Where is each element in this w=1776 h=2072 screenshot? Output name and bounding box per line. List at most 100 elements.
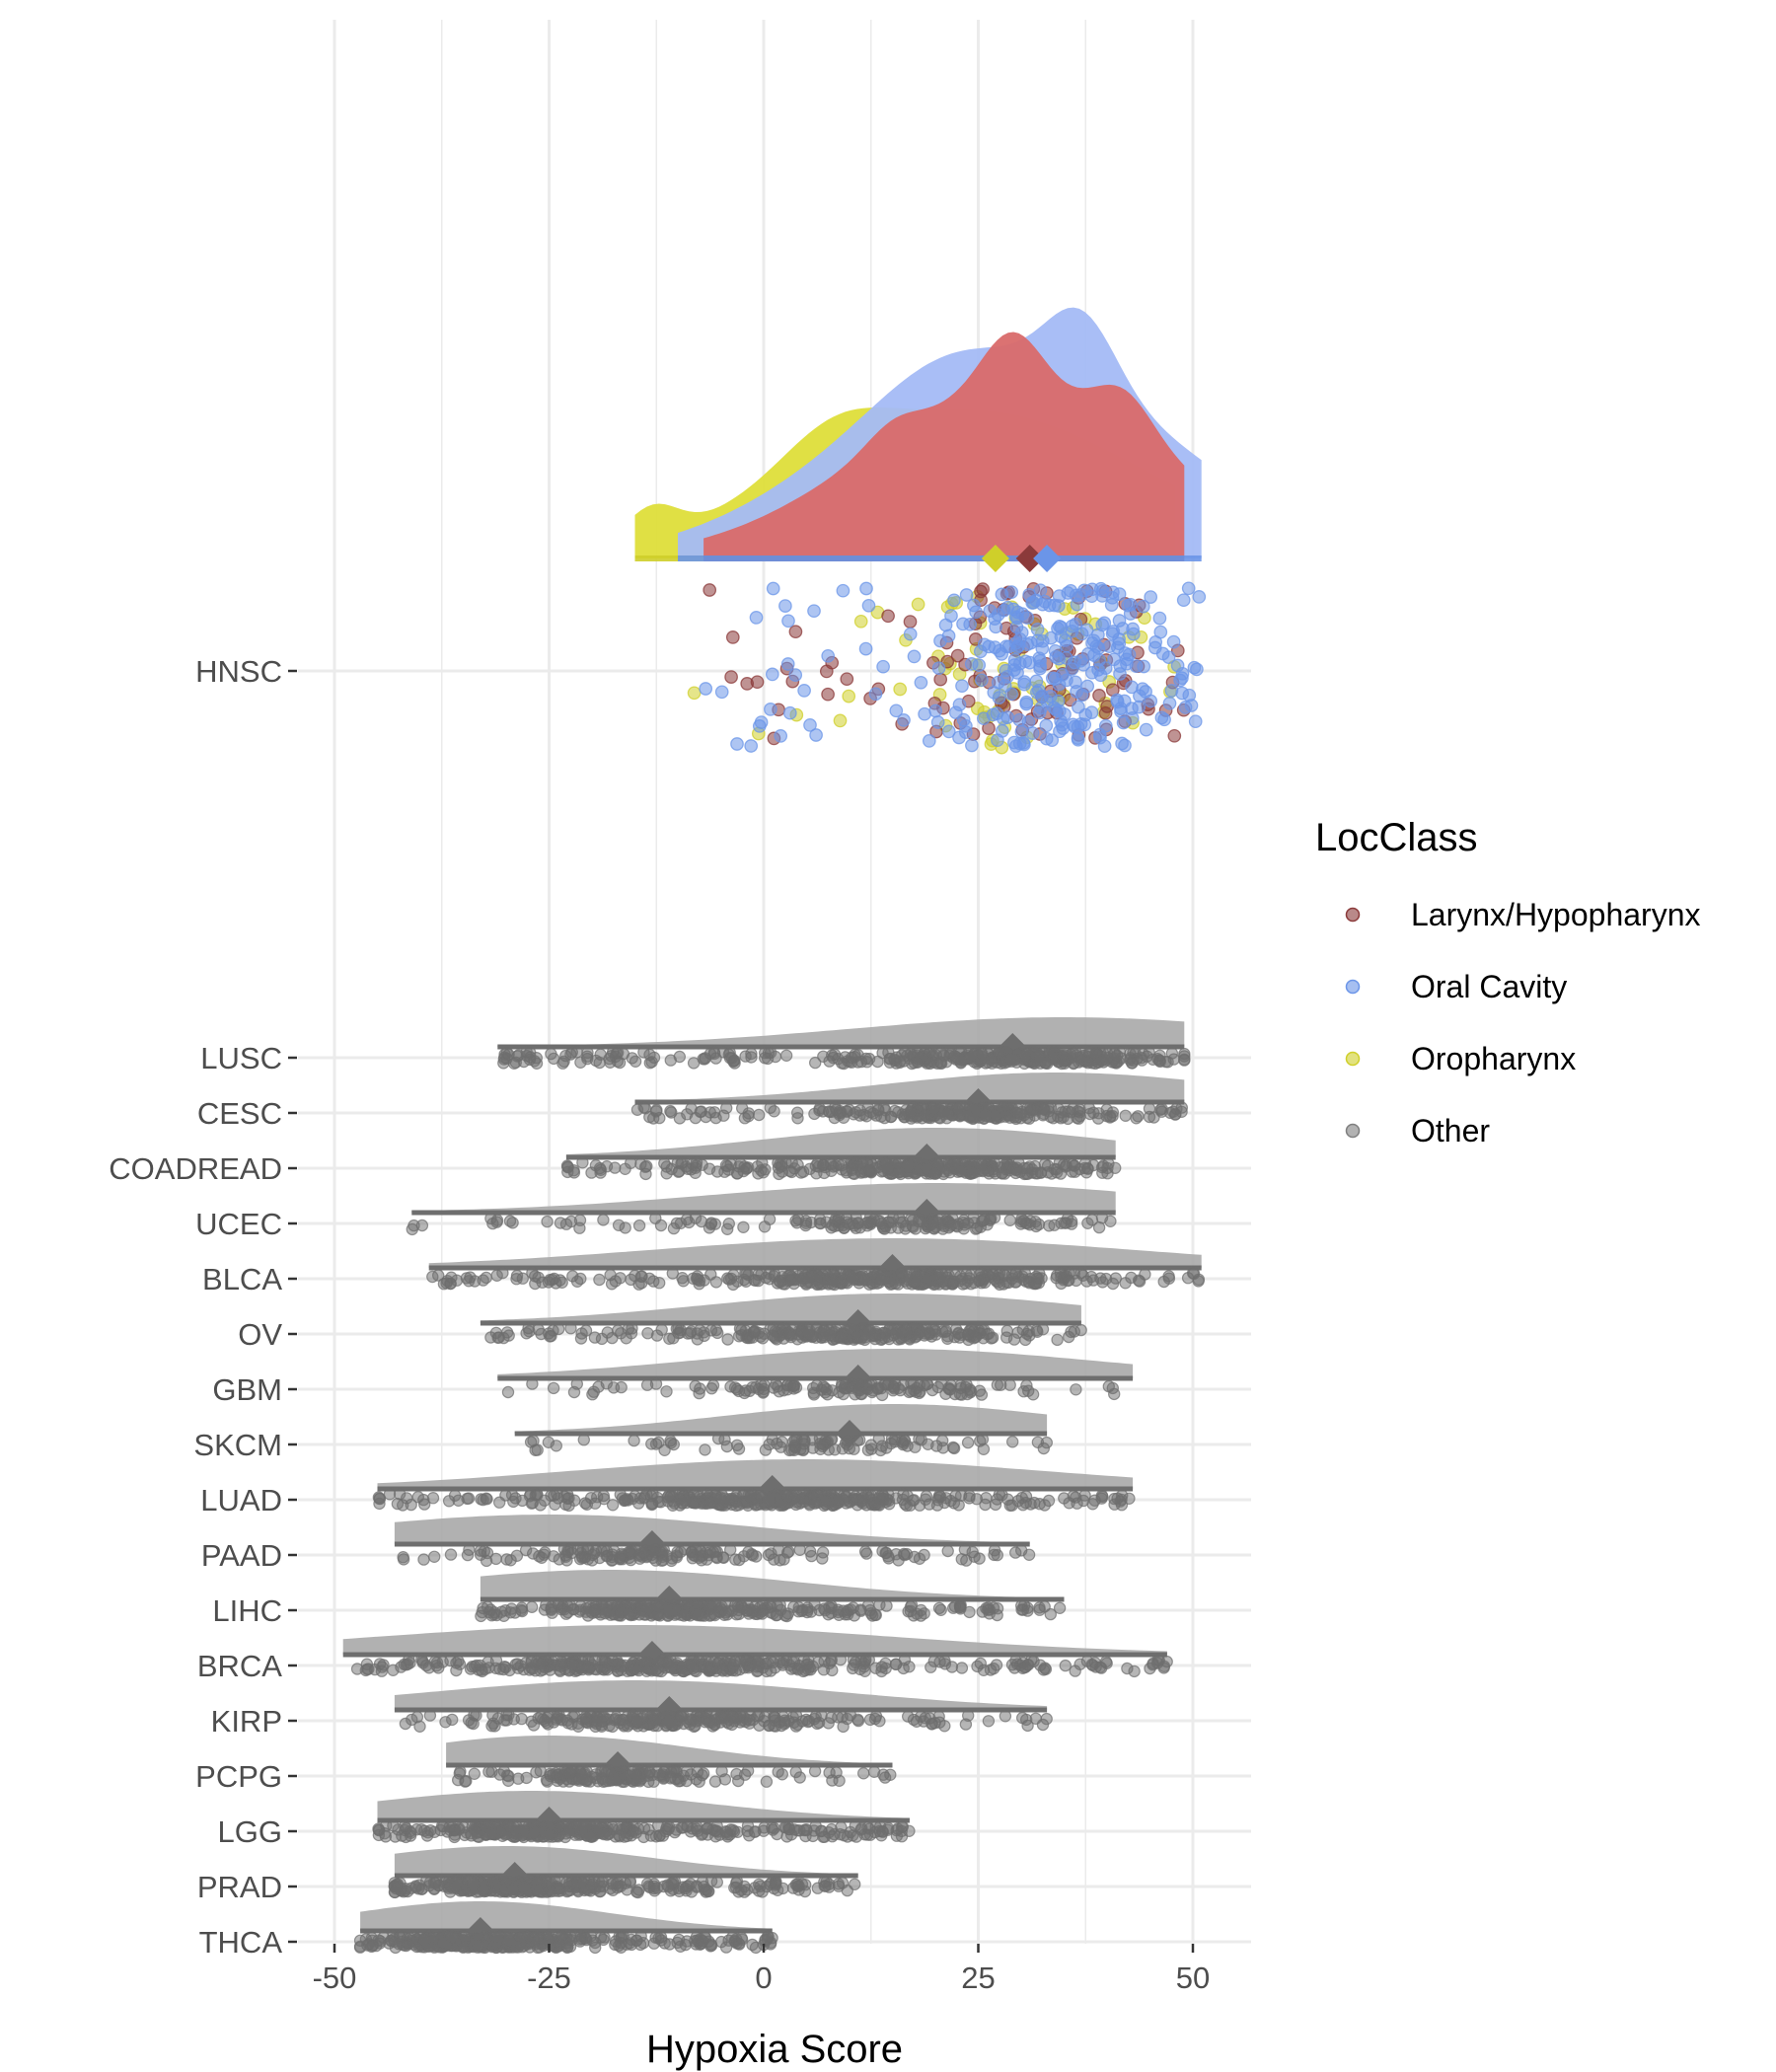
point-brca [1073,1658,1086,1670]
hnsc-point [780,657,795,671]
hnsc-point [803,718,817,732]
hnsc-point [881,609,895,624]
point-cesc [1014,1107,1027,1121]
hnsc-point [1073,717,1088,731]
point-lusc [617,1047,630,1061]
hnsc-point [1069,617,1083,631]
point-lusc [697,1053,709,1066]
point-skcm [843,1442,856,1455]
hnsc-point [1048,643,1063,658]
point-skcm [577,1433,591,1446]
hnsc-point [903,627,918,641]
point-brca [588,1654,602,1667]
point-paad [444,1548,458,1561]
point-lusc [673,1050,687,1064]
point-gbm [953,1387,967,1401]
hnsc-point [1125,680,1139,695]
point-lusc [557,1055,570,1069]
point-cesc [919,1108,931,1122]
point-cesc [1119,1109,1132,1123]
point-gbm [660,1385,673,1398]
point-brca [361,1663,374,1676]
point-coadread [722,1163,735,1176]
point-coadread [755,1163,768,1177]
point-ucec [1029,1220,1043,1233]
point-coadread [803,1162,817,1176]
point-paad [733,1553,746,1567]
hnsc-point [724,670,738,684]
point-lusc [779,1049,793,1063]
point-pcpg [857,1767,870,1780]
point-ov [564,1321,577,1335]
point-paad [772,1543,785,1556]
hnsc-point [964,657,979,671]
point-pcpg [826,1774,839,1787]
point-gbm [501,1385,515,1399]
point-paad [655,1554,668,1567]
hnsc-point [928,703,943,718]
hnsc-point [1085,636,1099,650]
point-lusc [1081,1056,1095,1070]
hnsc-point [933,672,948,687]
point-cesc [1037,1102,1050,1115]
point-lihc [781,1607,794,1620]
hnsc-point [1039,718,1054,733]
point-cesc [753,1108,766,1122]
point-gbm [903,1385,916,1399]
point-kirp [873,1714,886,1728]
point-lihc [1053,1601,1067,1615]
point-luad [373,1492,386,1506]
point-ucec [758,1221,772,1233]
hnsc-point [1044,630,1059,645]
point-cesc [979,1109,992,1122]
point-ucec [799,1219,812,1232]
point-luad [579,1497,592,1510]
point-ucec [674,1217,688,1230]
point-gbm [975,1388,989,1401]
hnsc-point [1144,694,1158,708]
point-lusc [530,1051,544,1065]
point-skcm [1037,1442,1051,1455]
point-coadread [988,1156,1001,1169]
point-gbm [1070,1383,1082,1396]
point-blca [1080,1275,1093,1288]
point-luad [763,1493,776,1507]
hnsc-point [955,679,969,694]
point-gbm [921,1377,934,1390]
point-paad [968,1550,981,1563]
hnsc-point [714,685,729,700]
point-ucec [971,1221,984,1235]
point-coadread [846,1162,858,1175]
point-brca [739,1654,753,1667]
hnsc-point [749,611,764,625]
point-lusc [762,1046,776,1060]
point-ov [802,1325,815,1339]
hnsc-point [1155,646,1170,661]
hnsc-point [1039,731,1054,746]
hnsc-point [1056,721,1071,735]
point-paad [428,1550,441,1564]
point-blca [986,1267,999,1281]
hnsc-point [931,661,946,676]
point-pcpg [482,1765,495,1778]
hnsc-point [1092,727,1107,742]
point-paad [625,1547,637,1560]
hnsc-point [766,581,780,596]
point-kirp [423,1709,437,1722]
point-lusc [1123,1053,1137,1067]
hnsc-point [1173,673,1187,688]
point-kirp [399,1717,412,1731]
hnsc-point [868,687,883,702]
point-luad [688,1496,702,1509]
hnsc-point [973,644,988,659]
point-paad [1014,1544,1028,1557]
point-kirp [668,1719,682,1732]
point-kirp [718,1709,731,1723]
point-brca [675,1661,689,1673]
point-paad [892,1554,905,1567]
point-cesc [1057,1111,1070,1124]
hnsc-point [687,686,702,701]
point-gbm [526,1377,539,1390]
point-lusc [1167,1053,1180,1066]
